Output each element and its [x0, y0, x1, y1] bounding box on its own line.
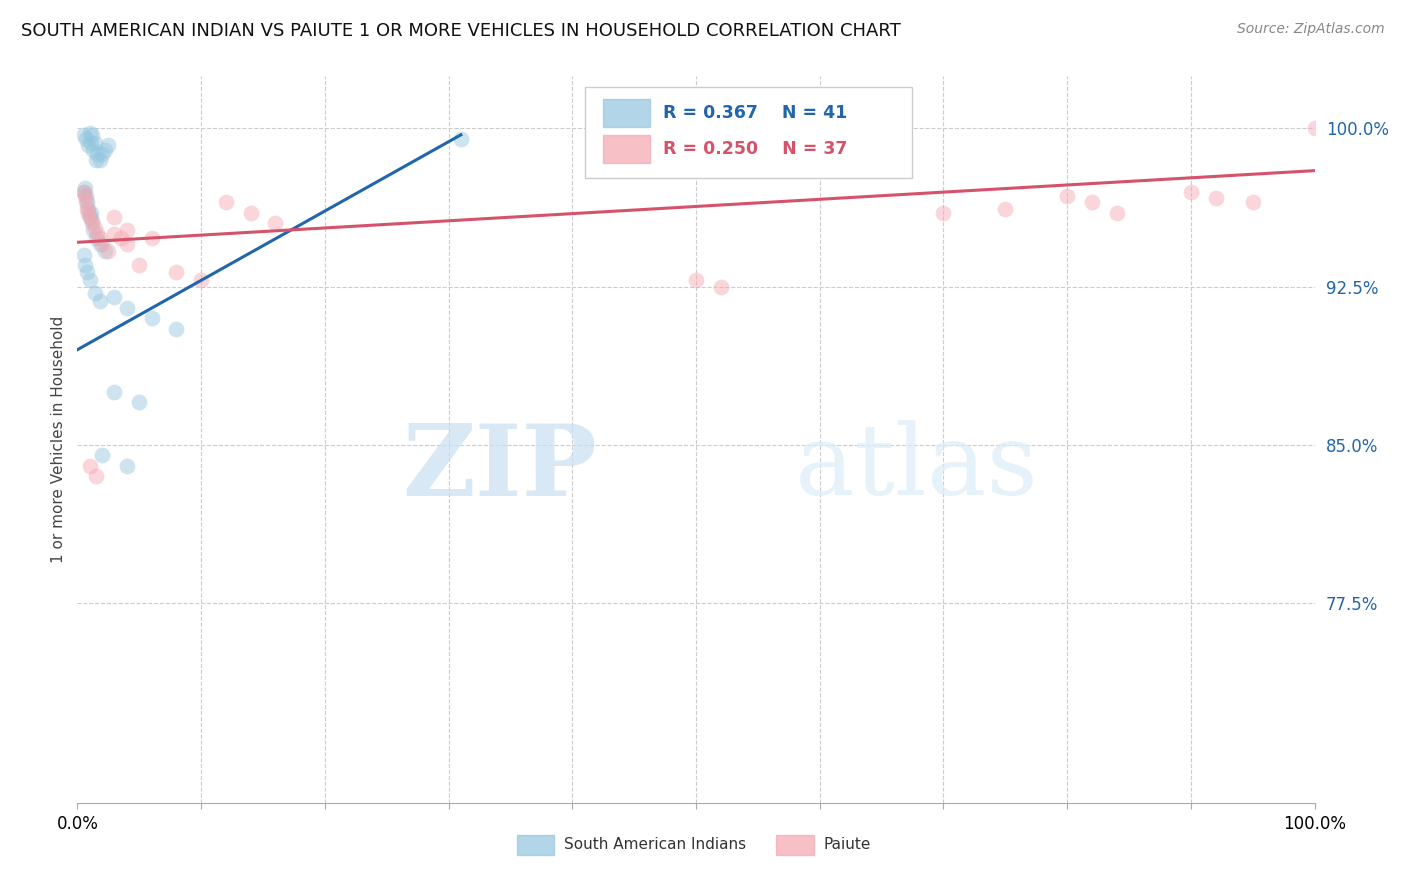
- Point: [115, 458, 138, 473]
- Point: [83, 136, 105, 151]
- Point: [77, 206, 100, 220]
- Point: [73, 189, 96, 203]
- Point: [115, 237, 138, 252]
- Point: [79, 126, 101, 140]
- Point: [91, 146, 114, 161]
- Point: [1105, 206, 1128, 220]
- Point: [97, 138, 120, 153]
- Point: [83, 285, 105, 300]
- Point: [83, 220, 105, 235]
- Point: [128, 259, 150, 273]
- Point: [79, 273, 101, 287]
- Point: [141, 231, 163, 245]
- Point: [1303, 121, 1326, 136]
- Point: [80, 206, 103, 220]
- Point: [72, 128, 94, 142]
- Point: [1205, 191, 1227, 205]
- Y-axis label: 1 or more Vehicles in Household: 1 or more Vehicles in Household: [51, 316, 66, 563]
- Point: [190, 273, 212, 287]
- Point: [103, 384, 125, 399]
- Point: [84, 231, 107, 245]
- Point: [264, 216, 287, 230]
- Point: [84, 153, 107, 167]
- Bar: [603, 136, 650, 163]
- Point: [89, 294, 111, 309]
- Text: R = 0.367    N = 41: R = 0.367 N = 41: [662, 103, 846, 122]
- Point: [72, 248, 94, 262]
- Point: [86, 146, 108, 161]
- Point: [86, 227, 108, 241]
- Point: [75, 132, 97, 146]
- Point: [75, 195, 97, 210]
- Point: [82, 222, 104, 236]
- Point: [84, 469, 107, 483]
- Point: [91, 237, 114, 252]
- Point: [994, 202, 1017, 216]
- Point: [76, 195, 98, 210]
- Point: [1180, 185, 1202, 199]
- Point: [79, 458, 101, 473]
- Text: SOUTH AMERICAN INDIAN VS PAIUTE 1 OR MORE VEHICLES IN HOUSEHOLD CORRELATION CHAR: SOUTH AMERICAN INDIAN VS PAIUTE 1 OR MOR…: [21, 22, 901, 40]
- Point: [82, 128, 104, 142]
- Bar: [776, 835, 814, 855]
- Point: [165, 265, 187, 279]
- Point: [73, 180, 96, 194]
- Point: [72, 185, 94, 199]
- Point: [685, 273, 707, 287]
- Text: ZIP: ZIP: [402, 420, 598, 516]
- Text: R = 0.250    N = 37: R = 0.250 N = 37: [662, 140, 846, 158]
- Point: [932, 206, 955, 220]
- Point: [72, 185, 94, 199]
- Point: [93, 244, 115, 258]
- Point: [80, 136, 103, 151]
- Point: [141, 311, 163, 326]
- Point: [93, 143, 115, 157]
- Point: [89, 153, 111, 167]
- Point: [82, 143, 104, 157]
- Point: [450, 132, 472, 146]
- Point: [79, 210, 101, 224]
- Point: [73, 259, 96, 273]
- Point: [76, 202, 98, 216]
- Point: [75, 189, 97, 203]
- Point: [115, 222, 138, 236]
- Point: [239, 206, 262, 220]
- Point: [165, 321, 187, 335]
- Point: [1056, 189, 1078, 203]
- Point: [79, 210, 101, 224]
- Point: [128, 395, 150, 409]
- Point: [77, 138, 100, 153]
- Point: [710, 279, 733, 293]
- FancyBboxPatch shape: [585, 87, 912, 178]
- Point: [89, 237, 111, 252]
- Point: [82, 214, 104, 228]
- Point: [1081, 195, 1104, 210]
- Bar: [516, 835, 554, 855]
- Point: [89, 231, 111, 245]
- Text: Source: ZipAtlas.com: Source: ZipAtlas.com: [1237, 22, 1385, 37]
- Point: [1241, 195, 1264, 210]
- Point: [103, 290, 125, 304]
- Point: [103, 227, 125, 241]
- Text: Paiute: Paiute: [824, 838, 870, 853]
- Point: [115, 301, 138, 315]
- Point: [91, 448, 114, 462]
- Bar: [603, 99, 650, 127]
- Point: [76, 265, 98, 279]
- Point: [97, 244, 120, 258]
- Text: atlas: atlas: [794, 420, 1038, 516]
- Point: [110, 231, 132, 245]
- Point: [77, 202, 100, 216]
- Point: [215, 195, 238, 210]
- Point: [103, 210, 125, 224]
- Text: South American Indians: South American Indians: [564, 838, 745, 853]
- Point: [82, 216, 104, 230]
